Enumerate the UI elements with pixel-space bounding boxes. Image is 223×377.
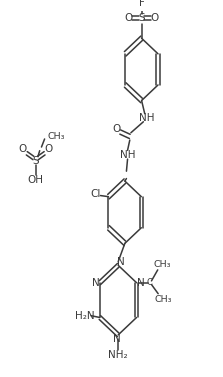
Text: O: O [112, 124, 120, 134]
Text: NH: NH [120, 150, 135, 160]
Text: S: S [138, 13, 145, 23]
Text: OH: OH [28, 175, 44, 185]
Text: H₂N: H₂N [75, 311, 95, 321]
Text: N: N [92, 278, 100, 288]
Text: Cl: Cl [90, 189, 100, 199]
Text: NH: NH [139, 113, 154, 123]
Text: C: C [147, 278, 153, 287]
Text: O: O [45, 144, 53, 154]
Text: CH₃: CH₃ [155, 295, 172, 304]
Text: S: S [32, 156, 39, 166]
Text: NH₂: NH₂ [108, 350, 128, 360]
Text: N: N [117, 257, 125, 267]
Text: O: O [151, 13, 159, 23]
Text: CH₃: CH₃ [47, 132, 65, 141]
Text: O: O [19, 144, 27, 154]
Text: N: N [137, 278, 145, 288]
Text: F: F [139, 0, 145, 8]
Text: N: N [113, 334, 121, 344]
Text: O: O [125, 13, 133, 23]
Text: CH₃: CH₃ [153, 260, 171, 269]
